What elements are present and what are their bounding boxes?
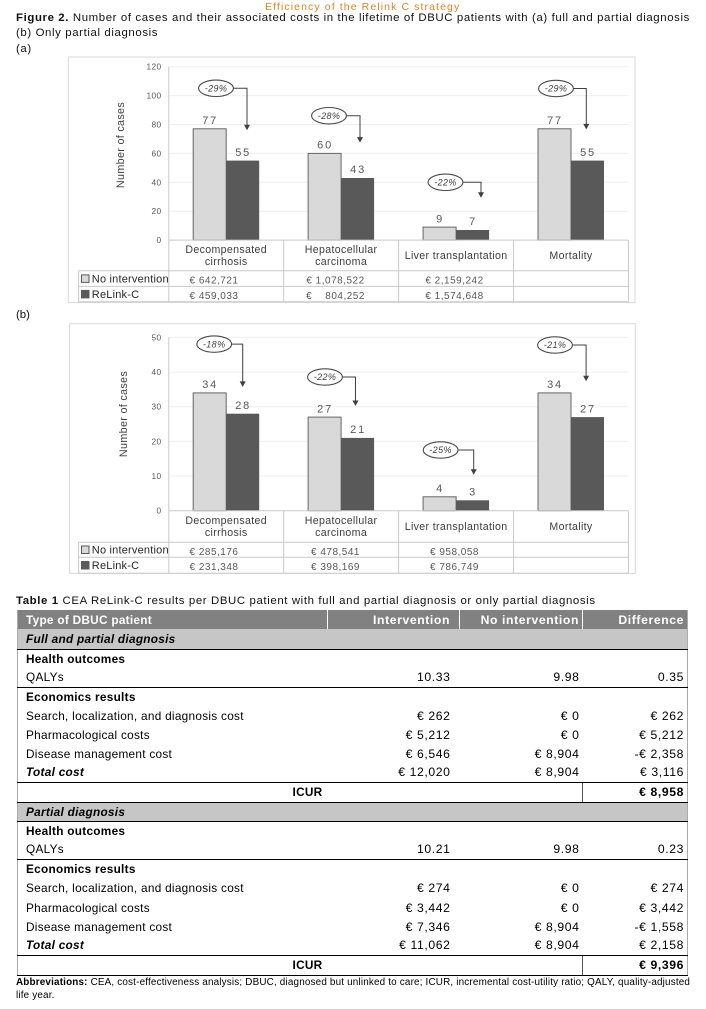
svg-text:55: 55 — [235, 147, 251, 159]
svg-text:100: 100 — [146, 91, 161, 101]
svg-text:0: 0 — [156, 506, 161, 516]
svg-text:20: 20 — [151, 436, 161, 446]
svg-text:€ 1,078,522: € 1,078,522 — [306, 276, 364, 287]
svg-text:28: 28 — [235, 400, 251, 412]
svg-text:3: 3 — [469, 487, 477, 499]
svg-text:€ 958,058: € 958,058 — [430, 547, 479, 558]
svg-text:-29%: -29% — [205, 84, 228, 94]
svg-text:Liver transplantation: Liver transplantation — [405, 250, 508, 262]
svg-text:€ 642,721: € 642,721 — [190, 276, 239, 287]
svg-text:Mortality: Mortality — [549, 521, 593, 533]
svg-text:€ 478,541: € 478,541 — [311, 547, 360, 558]
svg-text:cirrhosis: cirrhosis — [205, 256, 248, 268]
svg-text:34: 34 — [547, 379, 563, 391]
svg-text:€ 1,574,648: € 1,574,648 — [425, 291, 483, 302]
svg-text:Hepatocellular: Hepatocellular — [305, 515, 378, 527]
svg-text:34: 34 — [202, 379, 218, 391]
svg-text:-21%: -21% — [544, 340, 567, 350]
svg-text:carcinoma: carcinoma — [315, 527, 367, 539]
svg-text:cirrhosis: cirrhosis — [205, 527, 248, 539]
svg-text:77: 77 — [547, 115, 563, 127]
svg-text:Hepatocellular: Hepatocellular — [305, 244, 378, 256]
svg-text:27: 27 — [580, 403, 596, 415]
svg-text:carcinoma: carcinoma — [315, 256, 367, 268]
svg-text:Mortality: Mortality — [549, 250, 593, 262]
svg-text:0: 0 — [156, 235, 161, 245]
svg-text:Decompensated: Decompensated — [185, 515, 267, 527]
svg-text:40: 40 — [151, 367, 161, 377]
svg-text:Liver transplantation: Liver transplantation — [405, 521, 508, 533]
svg-text:ReLink-C: ReLink-C — [92, 560, 139, 572]
svg-text:120: 120 — [146, 62, 161, 72]
svg-text:77: 77 — [202, 115, 218, 127]
svg-text:43: 43 — [350, 164, 366, 176]
svg-text:-29%: -29% — [545, 84, 568, 94]
svg-text:No intervention: No intervention — [92, 273, 169, 285]
svg-text:No intervention: No intervention — [92, 545, 169, 557]
svg-text:4: 4 — [436, 483, 444, 495]
svg-text:-25%: -25% — [429, 445, 452, 455]
svg-text:10: 10 — [151, 471, 161, 481]
svg-text:7: 7 — [469, 216, 477, 228]
svg-text:€ 231,348: € 231,348 — [190, 562, 239, 573]
svg-text:60: 60 — [151, 148, 161, 158]
svg-text:80: 80 — [151, 120, 161, 130]
svg-text:-22%: -22% — [434, 178, 457, 188]
svg-text:60: 60 — [317, 140, 333, 152]
svg-text:€ 398,169: € 398,169 — [311, 562, 360, 573]
svg-text:Number of cases: Number of cases — [115, 102, 127, 188]
svg-text:€ 2,159,242: € 2,159,242 — [425, 276, 483, 287]
svg-text:Decompensated: Decompensated — [185, 244, 267, 256]
svg-text:20: 20 — [151, 206, 161, 216]
svg-text:€ 459,033: € 459,033 — [190, 291, 239, 302]
svg-text:9: 9 — [436, 213, 444, 225]
svg-text:27: 27 — [317, 403, 333, 415]
svg-text:€ 786,749: € 786,749 — [430, 562, 479, 573]
svg-text:50: 50 — [151, 332, 161, 342]
svg-text:55: 55 — [580, 147, 596, 159]
svg-text:30: 30 — [151, 402, 161, 412]
svg-text:21: 21 — [350, 424, 366, 436]
svg-text:€ 804,252: € 804,252 — [306, 291, 365, 302]
svg-text:€ 285,176: € 285,176 — [190, 547, 239, 558]
svg-text:ReLink-C: ReLink-C — [92, 289, 139, 301]
svg-text:-18%: -18% — [203, 339, 226, 349]
svg-text:-28%: -28% — [318, 111, 341, 121]
svg-text:Number of cases: Number of cases — [118, 371, 130, 457]
svg-text:-22%: -22% — [314, 372, 337, 382]
svg-text:40: 40 — [151, 177, 161, 187]
